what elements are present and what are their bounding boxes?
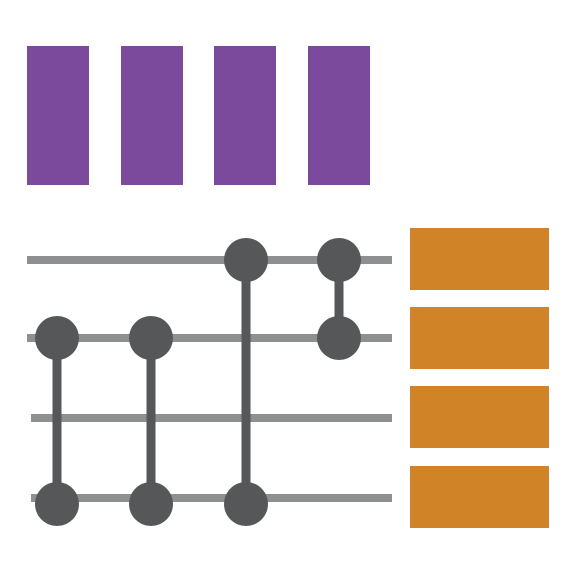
control-dot-4-bottom — [317, 316, 361, 360]
top-block-3 — [214, 46, 276, 185]
control-dot-4-top — [317, 238, 361, 282]
top-blocks-group — [27, 46, 370, 185]
control-dot-1-top — [35, 316, 79, 360]
control-dot-2-bottom — [129, 482, 173, 526]
top-block-4 — [308, 46, 370, 185]
top-block-1 — [27, 46, 89, 185]
right-blocks-group — [410, 228, 549, 528]
control-dot-1-bottom — [35, 482, 79, 526]
control-dot-3-top — [224, 238, 268, 282]
gate-dots-group — [35, 238, 361, 526]
control-dot-3-bottom — [224, 482, 268, 526]
control-dot-2-top — [129, 316, 173, 360]
top-block-2 — [121, 46, 183, 185]
right-block-1 — [410, 228, 549, 290]
right-block-2 — [410, 307, 549, 369]
right-block-3 — [410, 386, 549, 448]
right-block-4 — [410, 466, 549, 528]
